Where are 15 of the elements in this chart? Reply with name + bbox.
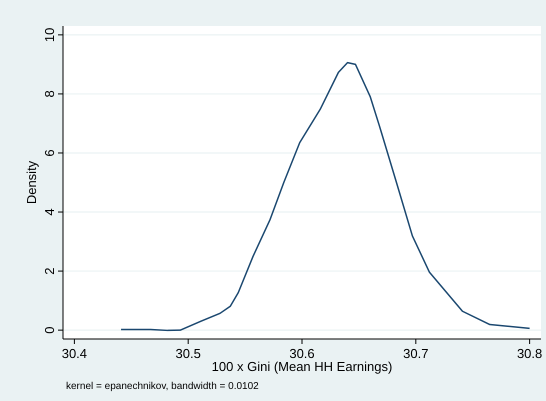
y-tick-label: 10 xyxy=(42,28,57,42)
y-tick-label: 6 xyxy=(42,149,57,157)
y-axis-title: Density xyxy=(24,160,39,204)
x-tick-label: 30.8 xyxy=(516,346,542,361)
y-tick-label: 2 xyxy=(42,267,57,275)
y-tick-label: 8 xyxy=(42,90,57,98)
x-tick-label: 30.6 xyxy=(289,346,315,361)
text: kernel = epanechnikov, bandwidth = 0.0102 xyxy=(66,381,260,392)
x-tick-label: 30.5 xyxy=(176,346,201,361)
y-tick-label: 4 xyxy=(42,208,57,216)
x-tick-label: 30.7 xyxy=(403,346,428,361)
x-tick-label: 30.4 xyxy=(62,346,88,361)
x-axis-title: 100 x Gini (Mean HH Earnings) xyxy=(212,359,392,374)
line-series xyxy=(120,62,530,332)
y-tick-label: 0 xyxy=(42,326,57,334)
